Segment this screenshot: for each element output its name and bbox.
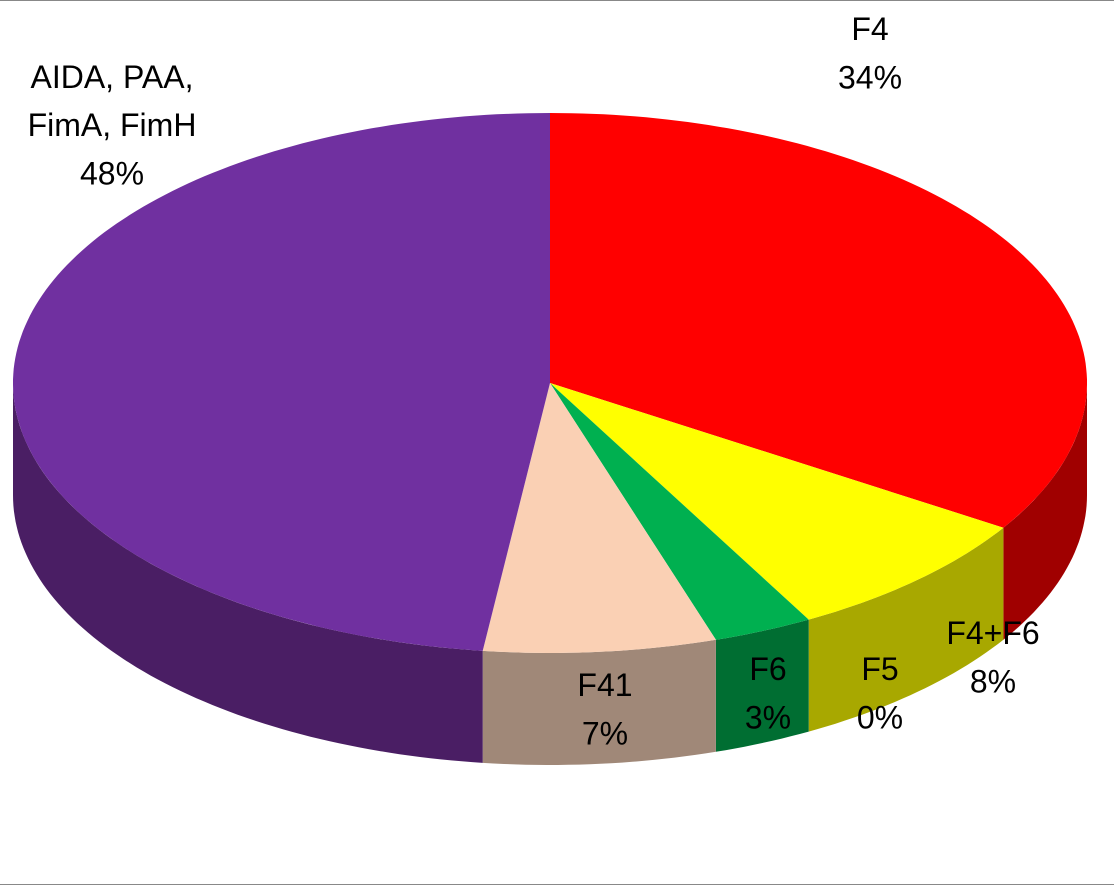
slice-side [13,383,483,763]
value-label: 7% [582,715,628,751]
value-label: 8% [970,663,1016,699]
slice-label: F5 [861,651,898,687]
slice-side [808,527,1004,732]
slice-label: F4+F6 [946,615,1039,651]
slice-side [1003,383,1087,640]
slice-side [482,639,716,765]
label-line: F4+F6 [946,615,1039,651]
label-line: F5 [861,651,898,687]
label-line: AIDA, PAA, [30,59,193,95]
labels: F4 34% F4+F6 8% F5 0% F6 3% F41 7% AIDA, PAA, FimA,… [28,11,1040,751]
value-label: 48% [80,155,144,191]
slice [482,383,716,653]
value-label: 3% [745,699,791,735]
pie-sides [13,383,1087,765]
label-line: F41 [577,667,632,703]
slice [550,113,1087,528]
value-label: 34% [838,59,902,95]
slice-label: F6 [749,651,786,687]
label-line: F6 [749,651,786,687]
slice [13,113,550,651]
label-line: F4 [851,11,888,47]
slice-label: F41 [577,667,632,703]
value-label: 0% [857,699,903,735]
pie-tops [13,113,1087,653]
slice-side [715,619,809,752]
slice-label: AIDA, PAA, FimA, FimH [28,59,197,143]
slice [550,383,809,640]
slice-label: F4 [851,11,888,47]
label-line: FimA, FimH [28,107,197,143]
slice [550,383,1004,620]
